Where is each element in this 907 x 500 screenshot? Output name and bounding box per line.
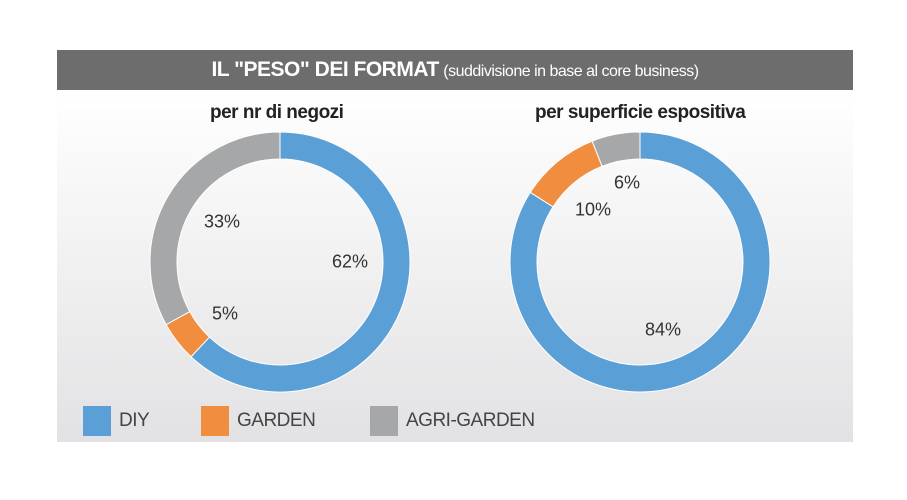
chart-header: IL "PESO" DEI FORMAT (suddivisione in ba… <box>57 50 853 90</box>
legend-label: DIY <box>119 410 150 431</box>
legend-swatch-garden <box>201 406 229 436</box>
chart-panel: IL "PESO" DEI FORMAT (suddivisione in ba… <box>57 50 853 442</box>
legend-diy: DIY <box>83 406 150 436</box>
chart-1-label-diy: 62% <box>331 251 369 272</box>
chart-2-slice-diy <box>509 131 771 393</box>
legend-agri-garden: AGRI-GARDEN <box>370 406 535 436</box>
legend-label: GARDEN <box>237 410 316 431</box>
chart-1-slice-agri-garden <box>149 131 281 326</box>
chart-2-label-agri-garden: 6% <box>613 172 641 193</box>
header-subtitle: (suddivisione in base al core business) <box>443 63 699 80</box>
chart-2-slice-agri-garden <box>591 131 641 167</box>
chart-2-slice-garden <box>529 140 603 208</box>
legend-swatch-diy <box>83 406 111 436</box>
chart-1-title: per nr di negozi <box>210 102 344 123</box>
legend-label: AGRI-GARDEN <box>406 410 535 431</box>
header-title: IL "PESO" DEI FORMAT <box>211 58 439 81</box>
chart-2-label-diy: 84% <box>644 319 682 340</box>
legend-swatch-agri-garden <box>370 406 398 436</box>
chart-1-label-agri-garden: 33% <box>203 211 241 232</box>
chart-2-title: per superficie espositiva <box>535 102 746 123</box>
legend-garden: GARDEN <box>201 406 316 436</box>
donut-charts <box>149 131 771 393</box>
chart-1-label-garden: 5% <box>211 303 239 324</box>
chart-2-label-garden: 10% <box>574 199 612 220</box>
chart-1-slice-diy <box>190 131 411 393</box>
